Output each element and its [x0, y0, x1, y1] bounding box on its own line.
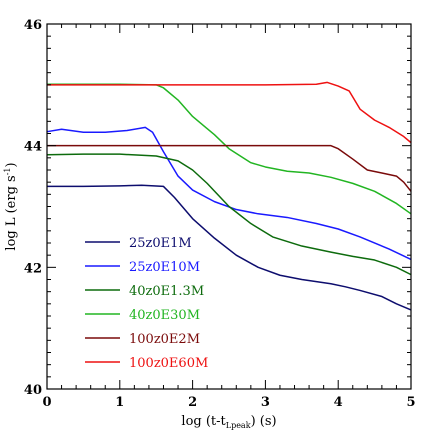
- series-line-0: [47, 184, 412, 311]
- x-tick-label: 5: [406, 395, 415, 410]
- y-axis-label-suffix: ): [4, 162, 19, 167]
- series-line-5: [47, 81, 412, 144]
- legend-label-1: 25z0E10M: [129, 260, 200, 275]
- plot-frame: [46, 23, 412, 390]
- series-line-2: [46, 153, 412, 276]
- y-axis-label-main: log L (erg s: [4, 175, 19, 250]
- y-axis-label-sup: -1: [3, 167, 12, 175]
- legend-label-5: 100z0E60M: [129, 356, 208, 371]
- legend-label-0: 25z0E1M: [129, 236, 192, 251]
- x-tick-label: 3: [261, 395, 270, 410]
- series-line-3: [47, 83, 412, 215]
- y-tick-label: 42: [24, 261, 42, 276]
- series-layer: [46, 81, 412, 311]
- x-tick-label: 0: [42, 395, 51, 410]
- series-line-4: [47, 144, 412, 192]
- legend-label-3: 40z0E30M: [129, 308, 200, 323]
- x-axis-label-suffix: ) (s): [251, 414, 277, 429]
- x-axis-label: log (t-tLpeak) (s): [181, 414, 276, 430]
- x-axis-label-sub: Lpeak: [226, 421, 251, 430]
- y-tick-label: 44: [24, 140, 42, 155]
- legend: 25z0E1M 25z0E10M 40z0E1.3M 40z0E30M 100z0E2M…: [85, 236, 208, 371]
- ticks-layer: 0 1 2 3 4 5 40 42 44 46: [24, 18, 416, 410]
- y-tick-label: 40: [24, 383, 42, 398]
- x-tick-label: 1: [115, 395, 124, 410]
- x-axis-label-main: log (t-t: [181, 414, 226, 429]
- y-tick-label: 46: [24, 18, 42, 33]
- legend-label-4: 100z0E2M: [129, 332, 200, 347]
- series-line-1: [46, 126, 412, 261]
- x-tick-label: 2: [188, 395, 197, 410]
- x-tick-label: 4: [334, 395, 343, 410]
- y-axis-label: log L (erg s-1): [3, 162, 19, 250]
- legend-label-2: 40z0E1.3M: [129, 284, 204, 299]
